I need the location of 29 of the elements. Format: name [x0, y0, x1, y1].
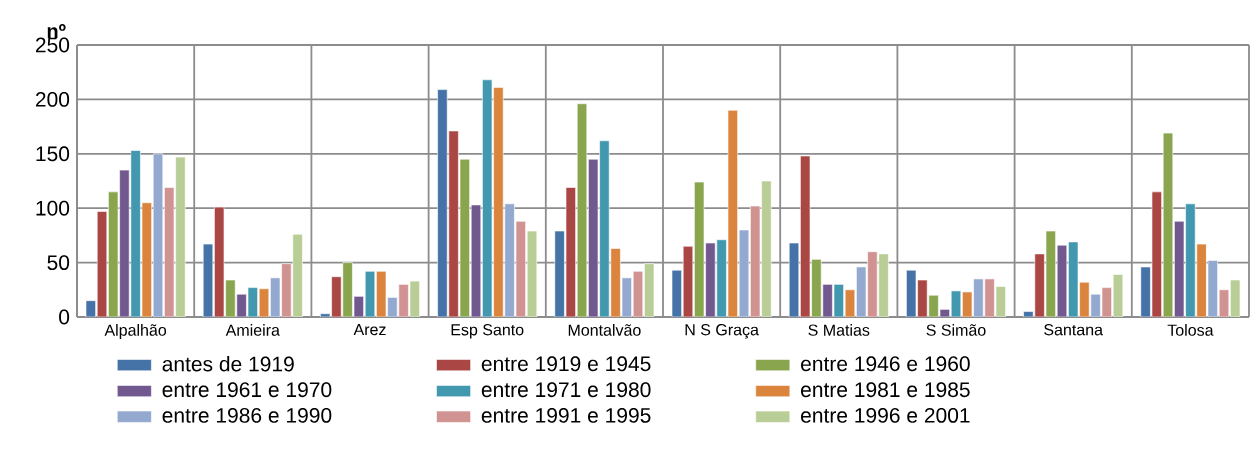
y-tick-label: 50 — [47, 255, 70, 271]
legend-label: entre 1961 e 1970 — [162, 382, 332, 398]
x-tick-label: Arez — [353, 324, 386, 336]
y-tick-label: 200 — [35, 91, 70, 107]
legend-label: entre 1946 e 1960 — [801, 356, 970, 372]
x-tick-label: Esp Santo — [451, 324, 524, 339]
x-tick-label: Santana — [1044, 324, 1104, 336]
legend-label: entre 1981 e 1985 — [801, 382, 970, 398]
legend-label: entre 1919 e 1945 — [481, 356, 651, 372]
x-tick-label: S Simão — [926, 324, 986, 336]
x-tick-label: Montalvão — [568, 324, 641, 336]
bar — [1196, 243, 1207, 317]
y-tick-label: 0 — [59, 309, 70, 325]
legend-label: entre 1991 e 1995 — [481, 407, 651, 423]
x-tick-label: N S Graça — [685, 324, 759, 339]
bar — [610, 248, 621, 317]
legend-label: entre 1986 e 1990 — [162, 407, 332, 423]
y-axis-title: nº — [47, 24, 66, 38]
x-tick-label: Tolosa — [1167, 324, 1214, 336]
legend-label: entre 1996 e 2001 — [801, 407, 970, 423]
y-tick-label: 100 — [36, 200, 70, 216]
x-tick-label: S Matias — [808, 324, 870, 336]
x-tick-label: Alpalhão — [104, 324, 167, 339]
y-tick-label: 250 — [35, 37, 70, 53]
y-tick-label: 150 — [36, 146, 70, 162]
legend-label: antes de 1919 — [162, 356, 294, 372]
legend-label: entre 1971 e 1980 — [481, 382, 651, 398]
x-tick-label: Amieira — [225, 324, 280, 336]
bar — [493, 87, 504, 317]
